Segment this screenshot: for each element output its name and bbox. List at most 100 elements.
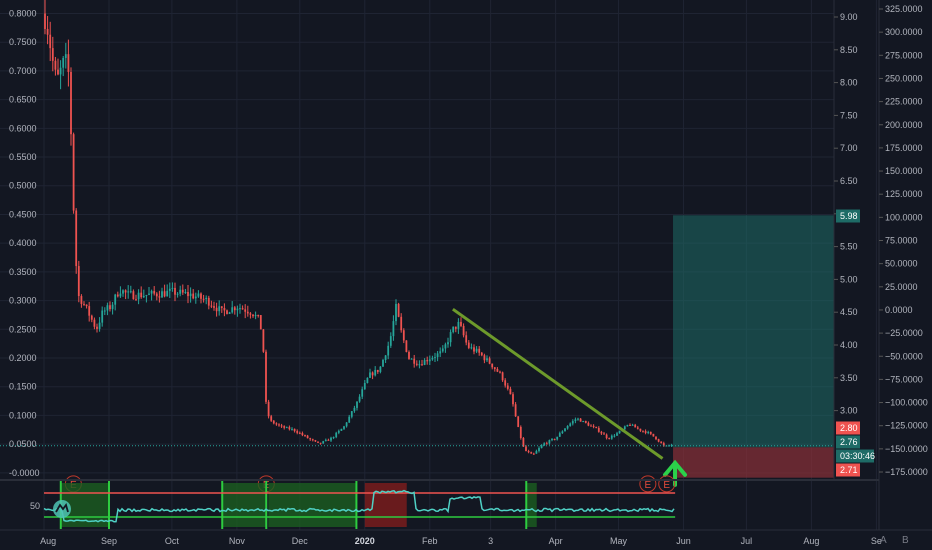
candle-body (174, 287, 176, 295)
candle-body (317, 441, 319, 443)
candle-body (350, 411, 353, 417)
candle-body (327, 439, 330, 441)
candle-body (428, 359, 431, 362)
candle-body (189, 293, 192, 297)
candle-body (623, 426, 626, 430)
earnings-marker[interactable]: E (658, 475, 676, 493)
candles (44, 0, 673, 455)
candle-body (335, 432, 338, 438)
candle-body (226, 310, 228, 314)
candle-body (291, 428, 293, 430)
long-position-tool[interactable] (673, 215, 835, 478)
candle-body (239, 308, 241, 310)
candle-body (114, 294, 117, 305)
candle-body (592, 425, 595, 427)
right-axis-tick: −75.0000 (885, 374, 923, 384)
candle-body (59, 67, 62, 75)
candle-body (296, 431, 299, 433)
left-axis-tick: 0.3000 (9, 296, 37, 306)
stop-price-label: 2.71 (836, 463, 860, 477)
candle-body (613, 435, 616, 437)
candle-body (629, 424, 631, 426)
candle-body (119, 293, 122, 297)
candle-body (278, 424, 280, 426)
last-price-label-text: 2.80 (840, 423, 858, 433)
candle-body (213, 306, 215, 308)
log-scale-button[interactable]: B (902, 535, 909, 546)
candle-body (371, 372, 374, 376)
candle-body (62, 57, 65, 68)
left-axis-tick: 0.2500 (9, 324, 37, 334)
candle-body (605, 434, 608, 439)
candle-body (306, 435, 309, 439)
candle-body (158, 296, 161, 298)
mid-axis-tick: 3.50 (840, 373, 858, 383)
candle-body (444, 344, 447, 349)
candle-body (504, 380, 507, 386)
left-axis-tick: 0.6000 (9, 123, 37, 133)
right-axis-tick: 325.0000 (885, 4, 923, 14)
candle-body (270, 416, 273, 421)
candle-body (655, 436, 657, 440)
candle-body (569, 423, 572, 426)
candle-body (57, 69, 59, 75)
mid-axis-tick: 4.00 (840, 340, 858, 350)
time-axis-tick: Apr (549, 536, 563, 546)
candle-body (366, 377, 369, 384)
earnings-marker[interactable]: E (639, 475, 657, 493)
time-axis-tick: Feb (422, 536, 438, 546)
mid-axis-tick: 5.00 (840, 274, 858, 284)
candle-body (155, 293, 158, 297)
current-price-label-text: 2.76 (840, 437, 858, 447)
candle-body (465, 335, 468, 343)
candle-body (67, 54, 70, 72)
mid-axis-tick: 8.00 (840, 78, 858, 88)
candle-body (153, 290, 156, 294)
candle-body (423, 360, 426, 365)
candle-body (566, 425, 569, 429)
candle-body (140, 292, 143, 298)
candle-body (54, 60, 57, 70)
right-axis-tick: 50.0000 (885, 259, 918, 269)
candle-body (376, 369, 379, 372)
countdown-label-text: 03:30:46 (840, 451, 875, 461)
candle-body (408, 351, 410, 359)
right-axis-tick: −100.0000 (885, 398, 928, 408)
candle-body (205, 297, 208, 300)
candle-body (470, 347, 473, 349)
candle-body (415, 363, 418, 365)
candle-body (246, 311, 249, 314)
stop-price-label-bg (836, 463, 860, 477)
candle-body (337, 430, 340, 433)
right-price-axis[interactable]: 325.0000 300.0000 275.0000 250.0000 225.0000… (879, 4, 928, 477)
candle-body (259, 315, 262, 330)
candle-body (262, 329, 265, 352)
candle-body (176, 293, 179, 295)
candle-body (434, 357, 436, 359)
candle-body (218, 306, 221, 312)
candle-body (597, 427, 600, 432)
right-axis-tick: 75.0000 (885, 236, 918, 246)
candle-body (145, 294, 148, 296)
auto-scale-button[interactable]: A (880, 535, 887, 546)
left-axis-tick: 0.8000 (9, 8, 37, 18)
candle-body (90, 315, 93, 320)
left-price-axis[interactable]: 0.8000 0.7500 0.7000 0.6500 0.6000 0.5500 0.50… (9, 8, 40, 477)
candle-body (616, 433, 618, 436)
candle-body (418, 364, 421, 366)
left-axis-tick: -0.0000 (9, 468, 40, 478)
candle-body (535, 450, 538, 454)
candle-body (639, 428, 642, 431)
candle-body (353, 407, 356, 412)
time-axis-tick: Aug (803, 536, 819, 546)
candle-body (551, 439, 553, 441)
candle-body (80, 296, 83, 304)
earnings-marker-label: E (663, 480, 670, 491)
time-axis[interactable]: Aug Sep Oct Nov Dec 2020 Feb 3 Apr May Jun Jul Aug Se (40, 536, 882, 546)
candle-body (548, 440, 551, 444)
candle-body (457, 321, 460, 329)
candle-body (85, 304, 88, 307)
indicator-logo-glyph (55, 503, 69, 513)
drawings[interactable] (0, 307, 834, 487)
